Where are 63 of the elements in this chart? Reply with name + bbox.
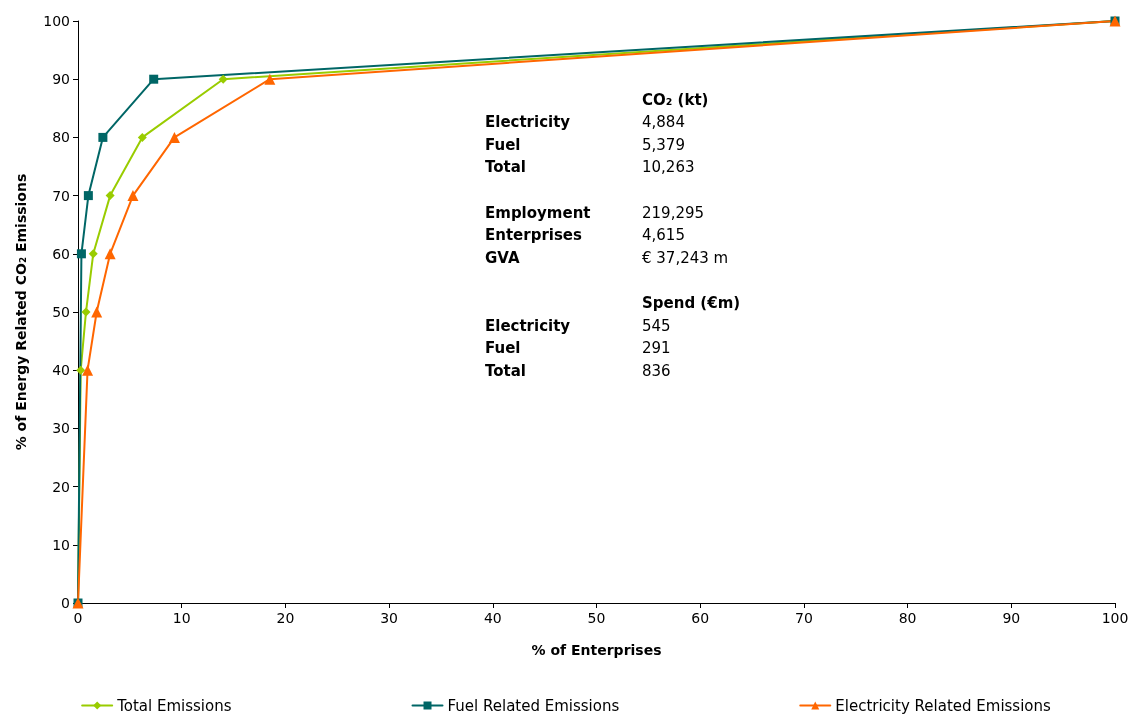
annotation: Total	[485, 361, 526, 380]
annotation: 836	[642, 361, 671, 380]
x-tick-label: 50	[587, 610, 606, 626]
x-tick-label: 40	[483, 610, 502, 626]
point	[105, 191, 115, 201]
point	[264, 73, 276, 85]
annotation: Enterprises	[485, 226, 583, 245]
point	[83, 191, 93, 201]
annotation: Employment	[485, 203, 591, 222]
annotation: Fuel	[485, 339, 521, 358]
point	[149, 74, 159, 84]
point	[91, 306, 103, 318]
point	[127, 190, 139, 202]
y-tick-label: 10	[52, 536, 70, 553]
point	[76, 365, 86, 375]
annotation: 291	[642, 339, 671, 358]
annotation: GVA	[485, 248, 520, 267]
annotation: Electricity	[485, 113, 571, 132]
y-tick-label: 0	[61, 595, 70, 611]
point	[218, 74, 228, 84]
point	[88, 249, 98, 259]
x-tick-label: 70	[794, 610, 813, 626]
x-tick-label: 0	[73, 610, 83, 626]
y-tick-label: 90	[52, 71, 70, 88]
annotation: Spend (€m)	[642, 293, 741, 312]
annotation: € 37,243 m	[642, 248, 729, 267]
annotation: 4,884	[642, 113, 685, 132]
legend-label: Fuel Related Emissions	[447, 696, 620, 715]
annotation: CO₂ (kt)	[642, 90, 709, 109]
annotation: Electricity	[485, 316, 571, 335]
y-tick-label: 30	[52, 420, 70, 437]
point	[168, 131, 180, 143]
annotation: 545	[642, 316, 671, 335]
annotation: 4,615	[642, 226, 685, 245]
x-axis-title: % of Enterprises	[531, 642, 662, 658]
point	[104, 248, 116, 260]
x-tick-label: 10	[172, 610, 191, 626]
annotation: Fuel	[485, 135, 521, 154]
annotation: Total	[485, 158, 526, 177]
x-tick-label: 80	[898, 610, 917, 626]
point	[98, 132, 108, 142]
point	[137, 132, 147, 142]
y-tick-label: 60	[52, 245, 70, 262]
legend-label: Electricity Related Emissions	[835, 696, 1052, 715]
annotation: 5,379	[642, 135, 685, 154]
annotation: 10,263	[642, 158, 695, 177]
x-tick-label: 90	[1002, 610, 1021, 626]
x-tick-label: 100	[1101, 610, 1129, 626]
y-tick-label: 20	[52, 478, 70, 495]
point	[81, 307, 91, 317]
point	[76, 249, 86, 259]
x-tick-label: 60	[691, 610, 710, 626]
y-tick-label: 80	[52, 129, 70, 146]
y-tick-label: 100	[43, 13, 70, 29]
y-tick-label: 50	[52, 304, 70, 320]
x-tick-label: 30	[380, 610, 399, 626]
x-tick-label: 20	[276, 610, 295, 626]
y-tick-label: 70	[52, 187, 70, 204]
point	[82, 364, 94, 376]
legend-label: Total Emissions	[116, 696, 232, 715]
y-axis-title: % of Energy Related CO₂ Emissions	[13, 173, 29, 451]
y-tick-label: 40	[52, 362, 70, 379]
annotation: 219,295	[642, 203, 705, 222]
